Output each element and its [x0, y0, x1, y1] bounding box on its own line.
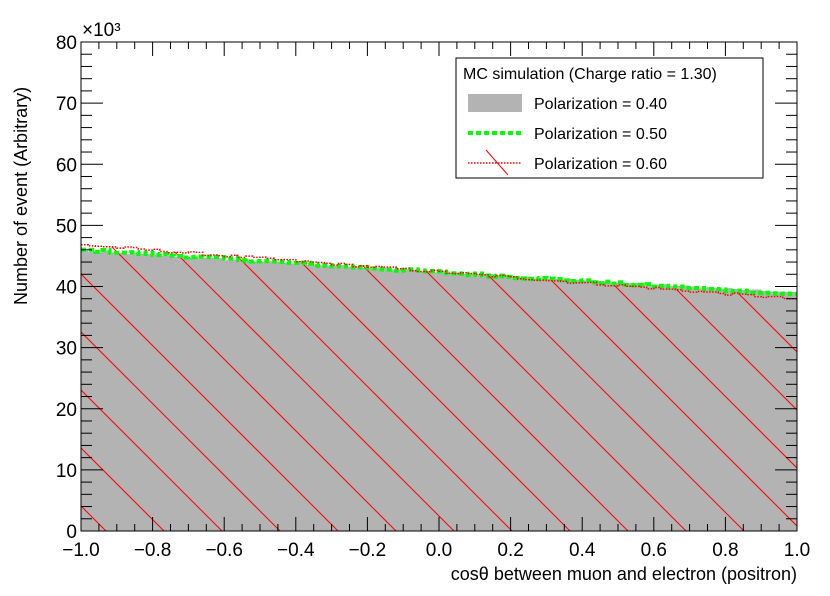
hatch-line	[234, 244, 796, 532]
hatch-line	[81, 244, 216, 532]
x-tick-label: 1.0	[784, 540, 810, 561]
x-tick-label: 0.4	[569, 540, 596, 561]
series-line-polarization-060	[81, 243, 797, 300]
hatch-line	[292, 244, 797, 532]
hatch-line	[81, 244, 390, 532]
y-tick-label: 20	[56, 400, 77, 421]
x-tick-label: −0.2	[349, 540, 387, 561]
y-tick-label: 30	[56, 339, 77, 360]
hatch-line	[81, 244, 448, 532]
y-tick-label: 50	[56, 216, 77, 237]
x-tick-label: 0.2	[497, 540, 523, 561]
hatch-line	[408, 244, 797, 532]
x-tick-label: −0.8	[134, 540, 172, 561]
x-tick-label: 0.0	[426, 540, 452, 561]
legend-label-polarization-040: Polarization = 0.40	[534, 96, 667, 113]
y-axis-tick-labels: 0 10 20 30 40 50 60 70 80	[56, 33, 77, 543]
series-hatch-polarization-060	[81, 22, 830, 582]
y-tick-label: 60	[56, 155, 77, 176]
y-axis-ticks	[81, 41, 797, 532]
legend-title: MC simulation (Charge ratio = 1.30)	[463, 66, 717, 83]
y-axis-multiplier: ×10³	[82, 20, 121, 41]
hatch-line	[466, 244, 797, 532]
legend-label-polarization-050: Polarization = 0.50	[534, 126, 667, 143]
hatch-line	[815, 22, 830, 582]
x-tick-label: −0.6	[205, 540, 243, 561]
hatch-line	[81, 244, 506, 532]
y-tick-label: 0	[66, 522, 77, 543]
x-tick-label: −0.4	[277, 540, 315, 561]
y-tick-label: 70	[56, 94, 77, 115]
legend: MC simulation (Charge ratio = 1.30) Pola…	[455, 57, 764, 179]
hatch-line	[176, 244, 738, 532]
y-axis-title: Number of event (Arbitrary)	[11, 87, 31, 305]
x-tick-label: 0.6	[641, 540, 667, 561]
y-tick-label: 80	[56, 33, 77, 54]
y-tick-label: 40	[56, 278, 77, 299]
hatch-line	[81, 244, 274, 532]
hatch-line	[81, 244, 564, 532]
y-tick-label: 10	[56, 461, 77, 482]
x-tick-label: 0.8	[712, 540, 738, 561]
hatch-line	[81, 244, 332, 532]
legend-box	[455, 57, 764, 179]
hatch-line	[350, 244, 797, 532]
x-axis-ticks	[80, 42, 798, 531]
x-axis-title: cosθ between muon and electron (positron…	[451, 564, 797, 584]
legend-label-polarization-060: Polarization = 0.60	[534, 156, 667, 173]
series-fill-polarization-040	[81, 250, 797, 531]
x-axis-tick-labels: −1.0 −0.8 −0.6 −0.4 −0.2 0.0 0.2 0.4 0.6 0.8 1.0	[62, 540, 810, 561]
legend-hatch-mark-polarization-060	[485, 149, 509, 176]
hatch-line	[81, 244, 622, 532]
x-tick-label: −1.0	[62, 540, 100, 561]
legend-swatch-polarization-040	[468, 94, 522, 112]
hatch-line	[118, 244, 680, 532]
